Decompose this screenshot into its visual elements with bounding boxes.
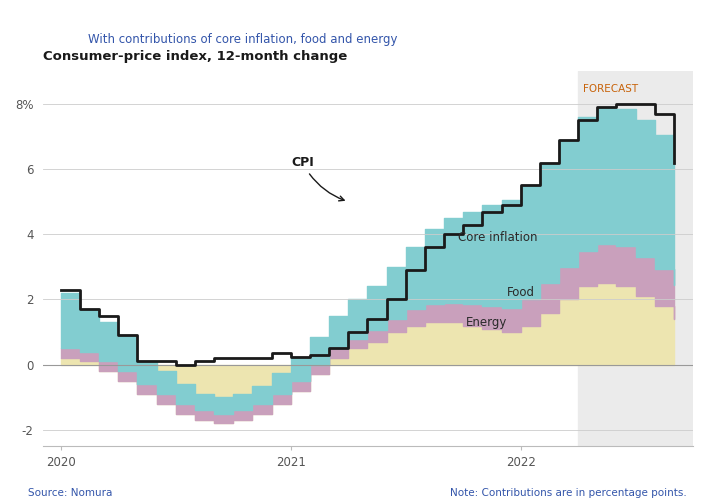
Text: With contributions of core inflation, food and energy: With contributions of core inflation, fo… bbox=[88, 33, 398, 46]
Text: Food: Food bbox=[507, 286, 535, 299]
Text: CPI: CPI bbox=[291, 156, 344, 201]
Text: FORECAST: FORECAST bbox=[583, 85, 638, 94]
Text: Note: Contributions are in percentage points.: Note: Contributions are in percentage po… bbox=[450, 488, 687, 498]
Text: Energy: Energy bbox=[465, 316, 507, 329]
Bar bbox=[578, 72, 708, 446]
Text: Consumer-price index, 12-month change: Consumer-price index, 12-month change bbox=[42, 50, 347, 64]
Text: Source: Nomura: Source: Nomura bbox=[28, 488, 113, 498]
Text: Core inflation: Core inflation bbox=[458, 231, 537, 244]
